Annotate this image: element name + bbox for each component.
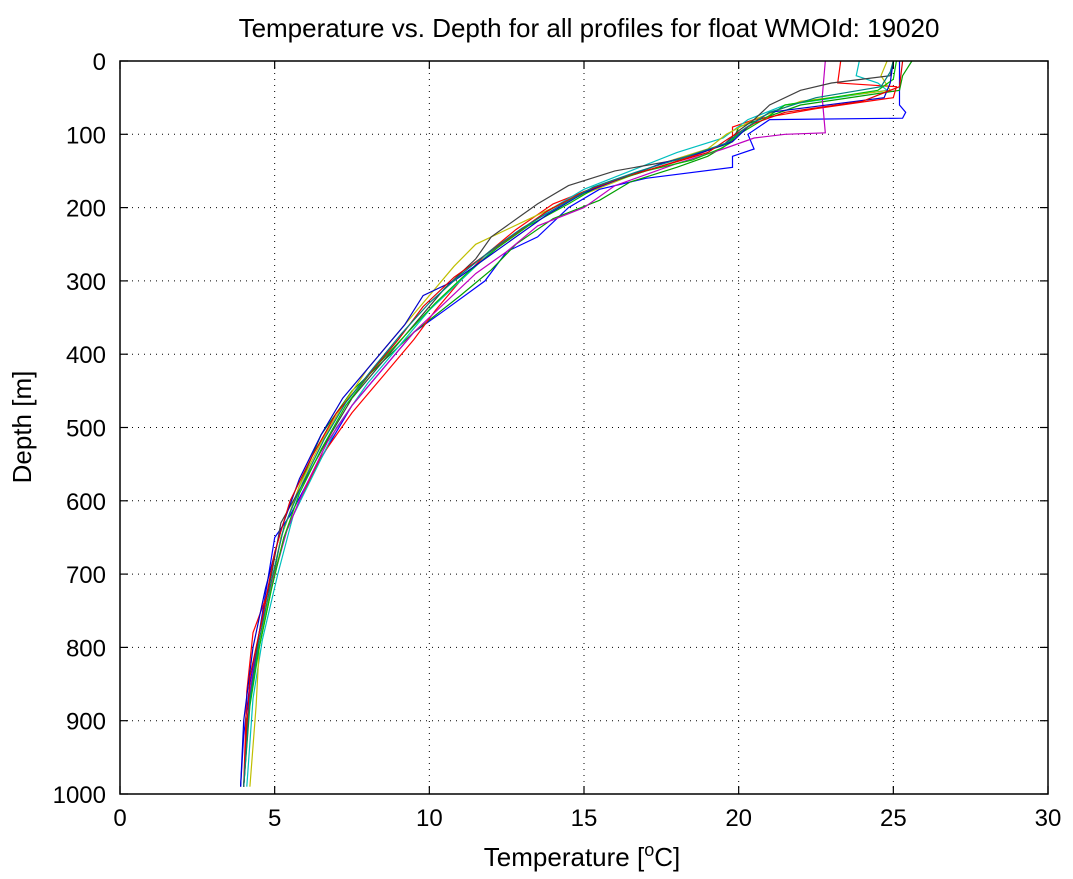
profile-line-5 <box>243 60 826 787</box>
y-axis-label: Depth [m] <box>7 371 37 484</box>
y-tick-label: 500 <box>66 416 106 443</box>
profile-line-4 <box>246 60 889 787</box>
x-tick-label: 0 <box>113 805 126 832</box>
y-tick-labels: 0 100 200 300 400 500 600 700 800 900 1000 <box>53 49 106 809</box>
y-tick-label: 100 <box>66 122 106 149</box>
y-tick-label: 1000 <box>53 782 106 809</box>
x-tick-label: 15 <box>571 805 598 832</box>
y-tick-label: 600 <box>66 489 106 516</box>
x-tick-label: 5 <box>268 805 281 832</box>
profile-line-10 <box>243 60 904 787</box>
y-tick-label: 900 <box>66 709 106 736</box>
profile-line-6 <box>249 60 892 787</box>
y-tick-label: 300 <box>66 269 106 296</box>
y-tick-label: 400 <box>66 342 106 369</box>
profile-line-7 <box>243 60 894 787</box>
chart-title: Temperature vs. Depth for all profiles f… <box>239 13 940 43</box>
y-tick-label: 700 <box>66 562 106 589</box>
y-tick-label: 200 <box>66 196 106 223</box>
x-axis-label: Temperature [oC] <box>484 840 680 872</box>
x-tick-label: 30 <box>1035 805 1062 832</box>
series-lines <box>240 60 913 787</box>
y-tick-label: 800 <box>66 635 106 662</box>
axis-ticks <box>119 60 1049 795</box>
grid-lines <box>120 61 1048 794</box>
profile-line-11 <box>243 60 894 787</box>
y-tick-label: 0 <box>93 49 106 76</box>
x-tick-label: 20 <box>725 805 752 832</box>
x-tick-label: 10 <box>416 805 443 832</box>
x-tick-labels: 0 5 10 15 20 25 30 <box>113 805 1061 832</box>
x-tick-label: 25 <box>880 805 907 832</box>
